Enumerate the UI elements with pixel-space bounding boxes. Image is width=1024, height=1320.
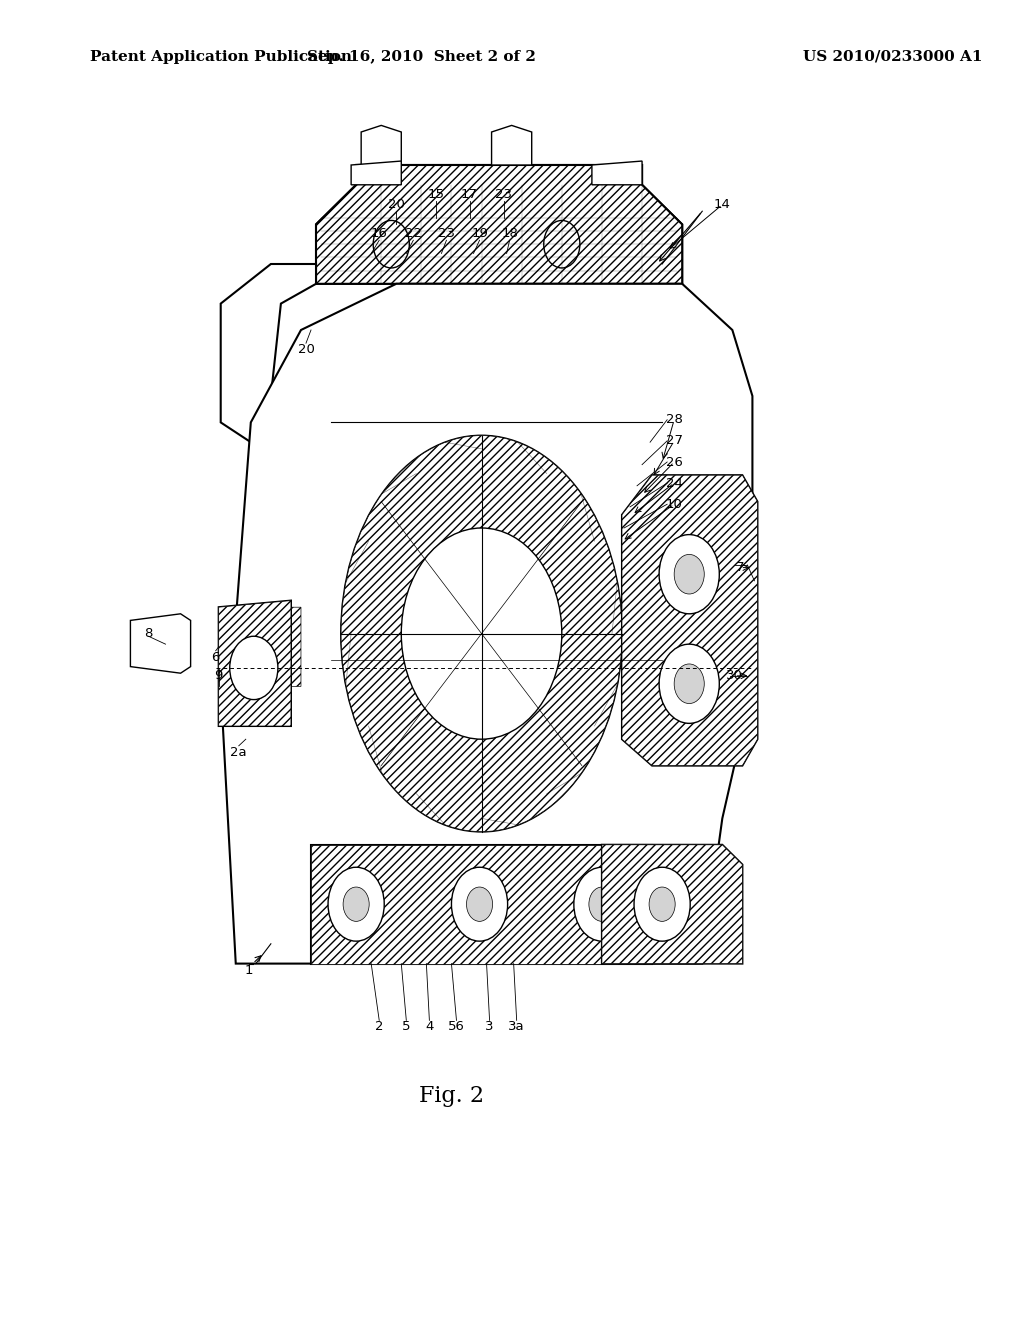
Circle shape bbox=[634, 867, 690, 941]
Circle shape bbox=[328, 867, 384, 941]
Polygon shape bbox=[311, 845, 652, 964]
Polygon shape bbox=[592, 161, 642, 185]
Polygon shape bbox=[602, 845, 742, 964]
Text: 6: 6 bbox=[212, 651, 220, 664]
Text: 7: 7 bbox=[736, 561, 744, 574]
Text: 3a: 3a bbox=[508, 1020, 525, 1034]
Polygon shape bbox=[316, 165, 682, 284]
Circle shape bbox=[467, 887, 493, 921]
Ellipse shape bbox=[341, 436, 622, 832]
Polygon shape bbox=[622, 475, 758, 766]
Text: 56: 56 bbox=[449, 1020, 465, 1034]
Text: 14: 14 bbox=[714, 198, 731, 211]
Circle shape bbox=[401, 528, 562, 739]
Polygon shape bbox=[351, 161, 401, 185]
Polygon shape bbox=[602, 845, 742, 964]
Text: 22: 22 bbox=[404, 227, 422, 240]
Circle shape bbox=[659, 535, 719, 614]
Text: 1: 1 bbox=[245, 964, 253, 977]
Text: 17: 17 bbox=[461, 187, 478, 201]
Ellipse shape bbox=[341, 436, 622, 832]
Text: 18: 18 bbox=[501, 227, 518, 240]
Text: 10: 10 bbox=[666, 498, 683, 511]
Circle shape bbox=[343, 887, 370, 921]
Circle shape bbox=[674, 664, 705, 704]
Polygon shape bbox=[492, 125, 531, 165]
Text: 24: 24 bbox=[666, 477, 683, 490]
Polygon shape bbox=[219, 601, 291, 726]
Text: 23: 23 bbox=[438, 227, 455, 240]
Text: US 2010/0233000 A1: US 2010/0233000 A1 bbox=[803, 50, 982, 63]
Text: 26: 26 bbox=[666, 455, 683, 469]
Text: 15: 15 bbox=[428, 187, 444, 201]
Text: 19: 19 bbox=[471, 227, 488, 240]
Text: 2: 2 bbox=[375, 1020, 383, 1034]
Text: 27: 27 bbox=[666, 434, 683, 447]
Text: 20: 20 bbox=[388, 198, 404, 211]
Polygon shape bbox=[221, 264, 316, 462]
Circle shape bbox=[674, 554, 705, 594]
Text: Sep. 16, 2010  Sheet 2 of 2: Sep. 16, 2010 Sheet 2 of 2 bbox=[307, 50, 536, 63]
Circle shape bbox=[452, 867, 508, 941]
Text: 30: 30 bbox=[726, 669, 742, 682]
Circle shape bbox=[573, 867, 630, 941]
Text: 5: 5 bbox=[402, 1020, 411, 1034]
Polygon shape bbox=[236, 607, 301, 686]
Polygon shape bbox=[221, 284, 753, 964]
Text: Patent Application Publication: Patent Application Publication bbox=[90, 50, 352, 63]
Text: 20: 20 bbox=[298, 343, 314, 356]
Text: Fig. 2: Fig. 2 bbox=[419, 1085, 484, 1106]
Polygon shape bbox=[130, 614, 190, 673]
Text: 2a: 2a bbox=[230, 746, 247, 759]
Text: 16: 16 bbox=[371, 227, 388, 240]
Circle shape bbox=[589, 887, 615, 921]
Text: 3: 3 bbox=[485, 1020, 494, 1034]
Text: 8: 8 bbox=[144, 627, 153, 640]
Circle shape bbox=[659, 644, 719, 723]
Polygon shape bbox=[361, 125, 401, 165]
Polygon shape bbox=[622, 475, 758, 766]
Text: 28: 28 bbox=[666, 413, 683, 426]
Text: 9: 9 bbox=[214, 669, 223, 682]
Circle shape bbox=[649, 887, 675, 921]
Polygon shape bbox=[219, 601, 291, 726]
Circle shape bbox=[229, 636, 278, 700]
Text: 4: 4 bbox=[425, 1020, 433, 1034]
Text: 23: 23 bbox=[496, 187, 512, 201]
Polygon shape bbox=[311, 845, 652, 964]
